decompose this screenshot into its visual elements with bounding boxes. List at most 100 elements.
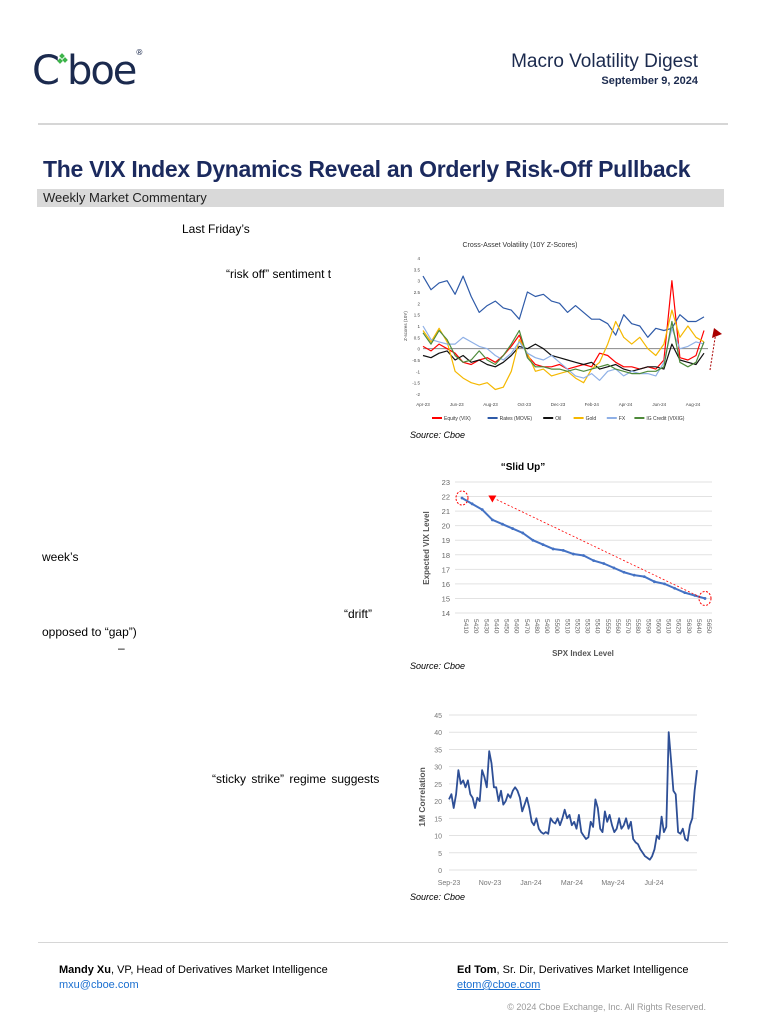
chart2-x-tick: 5560 (614, 619, 621, 634)
chart1-y-tick: -1 (416, 369, 420, 374)
chart2-point (683, 591, 687, 595)
chart1-y-tick: 2 (417, 301, 420, 306)
chart3-x-tick: Mar-24 (561, 880, 583, 887)
chart2-x-tick: 5610 (665, 619, 672, 634)
chart2-y-tick: 14 (442, 609, 450, 618)
chart1-arrow-annotation (709, 331, 717, 371)
chart2-title: “Slid Up” (501, 462, 545, 473)
body-text-fragment: “sticky strike” regime suggests (212, 772, 380, 786)
author1: Mandy Xu, VP, Head of Derivatives Market… (59, 964, 328, 976)
chart2-x-tick: 5500 (553, 619, 560, 634)
chart1-x-tick: Apr-23 (416, 402, 430, 407)
chart2-point (490, 518, 494, 522)
chart2-highlight-circle (698, 590, 712, 606)
author1-title: , VP, Head of Derivatives Market Intelli… (110, 964, 328, 976)
section-label: Weekly Market Commentary (43, 190, 207, 205)
chart1-x-tick: Aug-23 (483, 402, 498, 407)
chart1-series-equity-vix- (422, 280, 705, 370)
chart2-point (511, 527, 515, 530)
chart2-x-tick: 5430 (482, 619, 489, 634)
chart1-x-tick: Oct-23 (517, 402, 531, 407)
chart2-x-tick: 5590 (644, 619, 651, 634)
chart1-legend-label: Rates (MOVE) (500, 416, 533, 422)
chart2-point (541, 543, 545, 546)
chart3-y-tick: 35 (434, 747, 442, 754)
chart2-x-tick: 5510 (563, 619, 570, 634)
chart2-y-label: Expected VIX Level (422, 511, 431, 584)
chart3-x-tick: May-24 (601, 880, 624, 887)
chart3-y-tick: 20 (434, 799, 442, 806)
chart2-x-tick: 5520 (573, 619, 580, 634)
chart1-y-tick: 2.5 (414, 290, 421, 295)
chart2-y-tick: 15 (442, 594, 450, 603)
chart2-x-tick: 5570 (624, 619, 631, 634)
chart1-x-tick: Feb-24 (585, 402, 600, 407)
chart1-x-tick: Jun-23 (450, 402, 464, 407)
chart2-x-tick: 5460 (513, 619, 520, 634)
chart2-y-tick: 19 (442, 536, 450, 545)
author2-name: Ed Tom (457, 964, 497, 976)
publication-date: September 9, 2024 (601, 75, 698, 87)
page-title: The VIX Index Dynamics Reveal an Orderly… (43, 156, 691, 182)
footer-divider (38, 942, 728, 943)
header-divider (38, 123, 728, 125)
chart1-x-tick: Dec-23 (551, 402, 566, 407)
chart2-point (663, 582, 666, 586)
chart2-x-tick: 5470 (523, 619, 530, 634)
chart2-point (521, 531, 525, 535)
chart1-legend-label: Oil (555, 416, 561, 422)
author2-title: , Sr. Dir, Derivatives Market Intelligen… (496, 964, 689, 976)
chart2-x-tick: 5650 (705, 619, 712, 634)
chart1-arrowhead (712, 328, 722, 338)
chart2-x-tick: 5440 (492, 619, 499, 634)
author1-email-link[interactable]: mxu@cboe.com (59, 979, 139, 991)
chart2-x-tick: 5580 (634, 619, 641, 634)
chart2-point (470, 502, 474, 506)
chart3-x-tick: Jul-24 (644, 880, 663, 887)
chart3-y-tick: 15 (434, 816, 442, 823)
chart1-series-gold (422, 309, 705, 391)
chart3-y-tick: 0 (438, 868, 442, 875)
chart2-point (551, 547, 555, 551)
chart3-x-tick: Sep-23 (438, 880, 461, 887)
chart1-series-oil (422, 343, 705, 372)
chart1-x-tick: Aug-24 (686, 402, 701, 407)
chart2-point (642, 575, 646, 579)
chart2-point (531, 538, 535, 542)
chart2-y-tick: 23 (442, 478, 450, 487)
author2-email-link[interactable]: etom@cboe.com (457, 979, 541, 991)
chart2-point (501, 522, 504, 526)
chart3-y-tick: 40 (434, 730, 442, 737)
chart3-y-tick: 30 (434, 765, 442, 772)
chart2-x-tick: 5620 (675, 619, 682, 634)
chart1-y-tick: 3 (417, 279, 420, 284)
chart2-point (571, 552, 575, 556)
chart2-x-tick: 5480 (533, 619, 540, 634)
body-text-fragment: week’s (42, 550, 79, 564)
chart2-highlight-circle (455, 490, 469, 506)
chart3-x-tick: Jan-24 (520, 880, 542, 887)
chart2-x-tick: 5600 (654, 619, 661, 634)
chart1-y-tick: 1 (417, 324, 420, 329)
chart1-legend-label: FX (619, 416, 626, 422)
section-bar: Weekly Market Commentary (37, 189, 724, 207)
chart2-dashed-arrow (496, 499, 698, 596)
chart2-point (703, 597, 707, 600)
chart1-legend-label: Equity (VIX) (444, 416, 471, 422)
chart2-point (561, 549, 565, 552)
chart1-legend-label: Gold (586, 416, 597, 422)
chart1-x-tick: Jun-24 (652, 402, 666, 407)
chart1-y-tick: -0.5 (412, 358, 420, 363)
chart2-x-tick: 5640 (695, 619, 702, 634)
chart1-legend-label: IG Credit (VIXIG) (646, 416, 684, 422)
chart1-y-tick: 0.5 (414, 335, 421, 340)
chart2-y-tick: 18 (442, 551, 450, 560)
chart2-x-tick: 5630 (685, 619, 692, 634)
chart1-y-tick: 0 (417, 347, 420, 352)
body-text-fragment: “drift” (344, 607, 372, 621)
chart1-y-tick: 3.5 (414, 267, 421, 272)
chart3-x-tick: Nov-23 (479, 880, 502, 887)
body-text-fragment: Last Friday’s (182, 222, 250, 236)
chart3-source: Source: Cboe (410, 892, 466, 902)
